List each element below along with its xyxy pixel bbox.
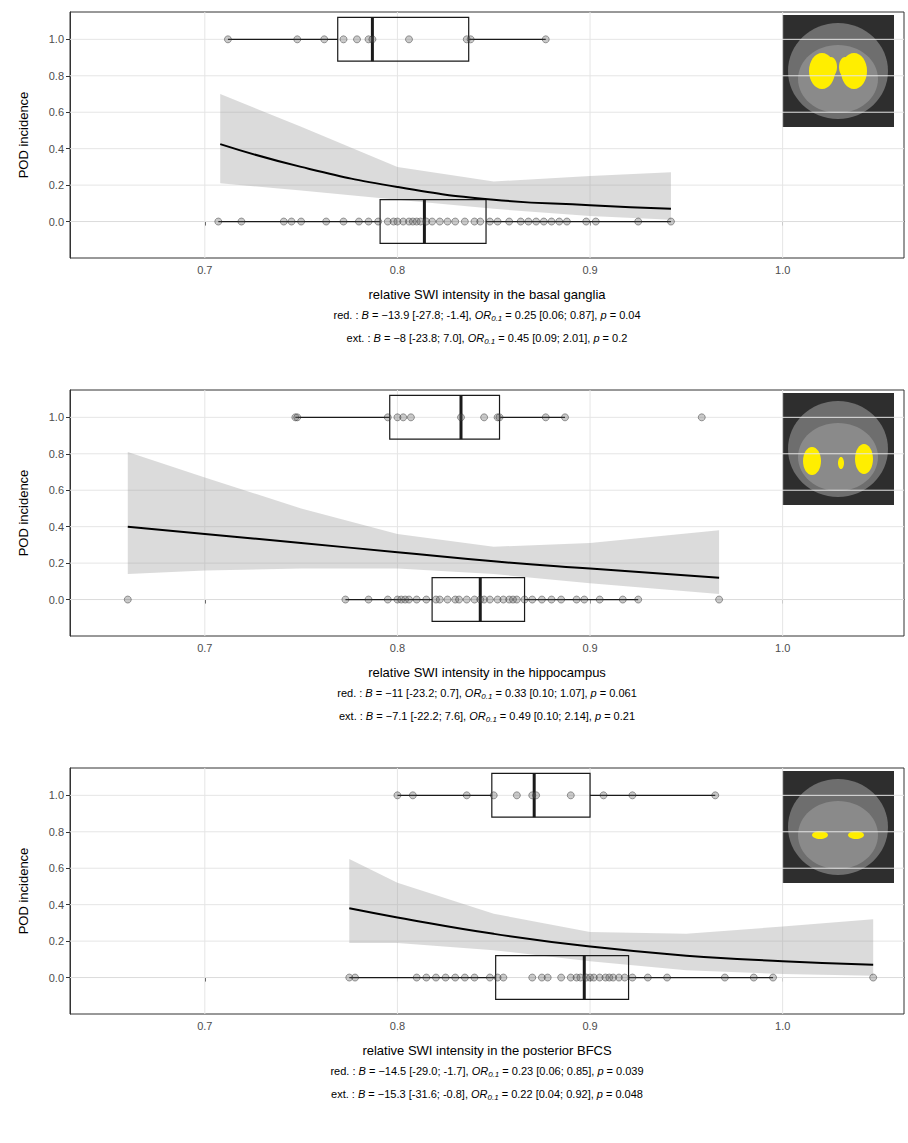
- svg-text:relative SWI intensity in the: relative SWI intensity in the basal gang…: [368, 287, 606, 302]
- svg-text:0.0: 0.0: [49, 216, 64, 228]
- svg-text:B: B: [362, 309, 369, 321]
- svg-text:0.1: 0.1: [488, 1070, 499, 1079]
- svg-text:= 0.04: = 0.04: [607, 309, 641, 321]
- svg-text:= −14.5 [-29.0; -1.7],: = −14.5 [-29.0; -1.7],: [366, 1065, 472, 1077]
- svg-text:0.4: 0.4: [49, 143, 64, 155]
- svg-text:1.0: 1.0: [49, 411, 64, 423]
- svg-text:0.2: 0.2: [49, 935, 64, 947]
- svg-text:OR: OR: [471, 1088, 488, 1100]
- svg-text:0.0: 0.0: [49, 972, 64, 984]
- svg-text:0.8: 0.8: [390, 1020, 405, 1032]
- svg-text:1.0: 1.0: [775, 642, 790, 654]
- svg-text:= 0.061: = 0.061: [597, 687, 637, 699]
- svg-text:ext. :: ext. :: [347, 332, 374, 344]
- svg-text:0.7: 0.7: [197, 1020, 212, 1032]
- svg-text:0.6: 0.6: [49, 484, 64, 496]
- svg-text:= 0.33 [0.10; 1.07],: = 0.33 [0.10; 1.07],: [492, 687, 590, 699]
- svg-text:0.9: 0.9: [582, 1020, 597, 1032]
- svg-text:p: p: [594, 710, 601, 722]
- svg-text:p: p: [599, 309, 606, 321]
- svg-text:p: p: [596, 1088, 603, 1100]
- svg-text:0.8: 0.8: [49, 448, 64, 460]
- svg-text:0.8: 0.8: [390, 642, 405, 654]
- svg-text:= 0.048: = 0.048: [603, 1088, 643, 1100]
- svg-text:0.1: 0.1: [488, 1093, 499, 1102]
- svg-text:red. :: red. :: [333, 309, 361, 321]
- svg-text:B: B: [366, 710, 373, 722]
- svg-text:0.1: 0.1: [491, 314, 502, 323]
- svg-text:ext. :: ext. :: [339, 710, 366, 722]
- svg-text:0.1: 0.1: [481, 692, 492, 701]
- svg-text:0.8: 0.8: [49, 70, 64, 82]
- svg-text:B: B: [365, 687, 372, 699]
- svg-text:0.1: 0.1: [484, 337, 495, 346]
- svg-text:0.2: 0.2: [49, 557, 64, 569]
- svg-text:0.0: 0.0: [49, 594, 64, 606]
- svg-text:p: p: [590, 687, 597, 699]
- svg-text:0.6: 0.6: [49, 106, 64, 118]
- svg-text:= 0.49 [0.10; 2.14],: = 0.49 [0.10; 2.14],: [497, 710, 595, 722]
- svg-text:0.9: 0.9: [582, 264, 597, 276]
- svg-text:1.0: 1.0: [49, 789, 64, 801]
- svg-text:POD incidence: POD incidence: [16, 92, 31, 179]
- svg-text:= −8 [-23.8; 7.0],: = −8 [-23.8; 7.0],: [381, 332, 468, 344]
- svg-text:= −15.3 [-31.6; -0.8],: = −15.3 [-31.6; -0.8],: [365, 1088, 471, 1100]
- svg-text:relative SWI intensity in the: relative SWI intensity in the posterior …: [362, 1043, 612, 1058]
- svg-text:red. :: red. :: [337, 687, 365, 699]
- svg-text:= 0.45 [0.09; 2.01],: = 0.45 [0.09; 2.01],: [495, 332, 593, 344]
- svg-text:OR: OR: [468, 332, 485, 344]
- svg-text:= −7.1 [-22.2; 7.6],: = −7.1 [-22.2; 7.6],: [373, 710, 469, 722]
- svg-text:OR: OR: [465, 687, 482, 699]
- svg-text:1.0: 1.0: [775, 264, 790, 276]
- svg-text:= 0.2: = 0.2: [600, 332, 628, 344]
- svg-text:= 0.21: = 0.21: [601, 710, 635, 722]
- svg-text:= −13.9 [-27.8; -1.4],: = −13.9 [-27.8; -1.4],: [369, 309, 475, 321]
- svg-text:0.4: 0.4: [49, 899, 64, 911]
- svg-text:= 0.039: = 0.039: [604, 1065, 644, 1077]
- svg-text:0.2: 0.2: [49, 179, 64, 191]
- svg-text:B: B: [359, 1065, 366, 1077]
- svg-text:B: B: [373, 332, 380, 344]
- svg-text:relative SWI intensity in the: relative SWI intensity in the hippocampu…: [368, 665, 606, 680]
- svg-text:1.0: 1.0: [775, 1020, 790, 1032]
- svg-text:= 0.23 [0.06; 0.85],: = 0.23 [0.06; 0.85],: [499, 1065, 597, 1077]
- svg-text:POD incidence: POD incidence: [16, 470, 31, 557]
- svg-text:0.8: 0.8: [49, 826, 64, 838]
- svg-text:0.7: 0.7: [197, 264, 212, 276]
- svg-text:p: p: [592, 332, 599, 344]
- svg-text:0.6: 0.6: [49, 862, 64, 874]
- svg-text:0.4: 0.4: [49, 521, 64, 533]
- svg-text:OR: OR: [475, 309, 492, 321]
- svg-text:0.7: 0.7: [197, 642, 212, 654]
- svg-text:0.9: 0.9: [582, 642, 597, 654]
- svg-text:1.0: 1.0: [49, 33, 64, 45]
- svg-text:red. :: red. :: [330, 1065, 358, 1077]
- svg-text:OR: OR: [469, 710, 486, 722]
- svg-text:= 0.25 [0.06; 0.87],: = 0.25 [0.06; 0.87],: [502, 309, 600, 321]
- svg-text:B: B: [358, 1088, 365, 1100]
- svg-text:p: p: [596, 1065, 603, 1077]
- svg-text:OR: OR: [472, 1065, 489, 1077]
- svg-text:POD incidence: POD incidence: [16, 848, 31, 935]
- svg-text:0.8: 0.8: [390, 264, 405, 276]
- svg-text:0.1: 0.1: [486, 715, 497, 724]
- svg-text:= −11 [-23.2; 0.7],: = −11 [-23.2; 0.7],: [373, 687, 465, 699]
- svg-text:= 0.22 [0.04; 0.92],: = 0.22 [0.04; 0.92],: [499, 1088, 597, 1100]
- svg-text:ext. :: ext. :: [331, 1088, 358, 1100]
